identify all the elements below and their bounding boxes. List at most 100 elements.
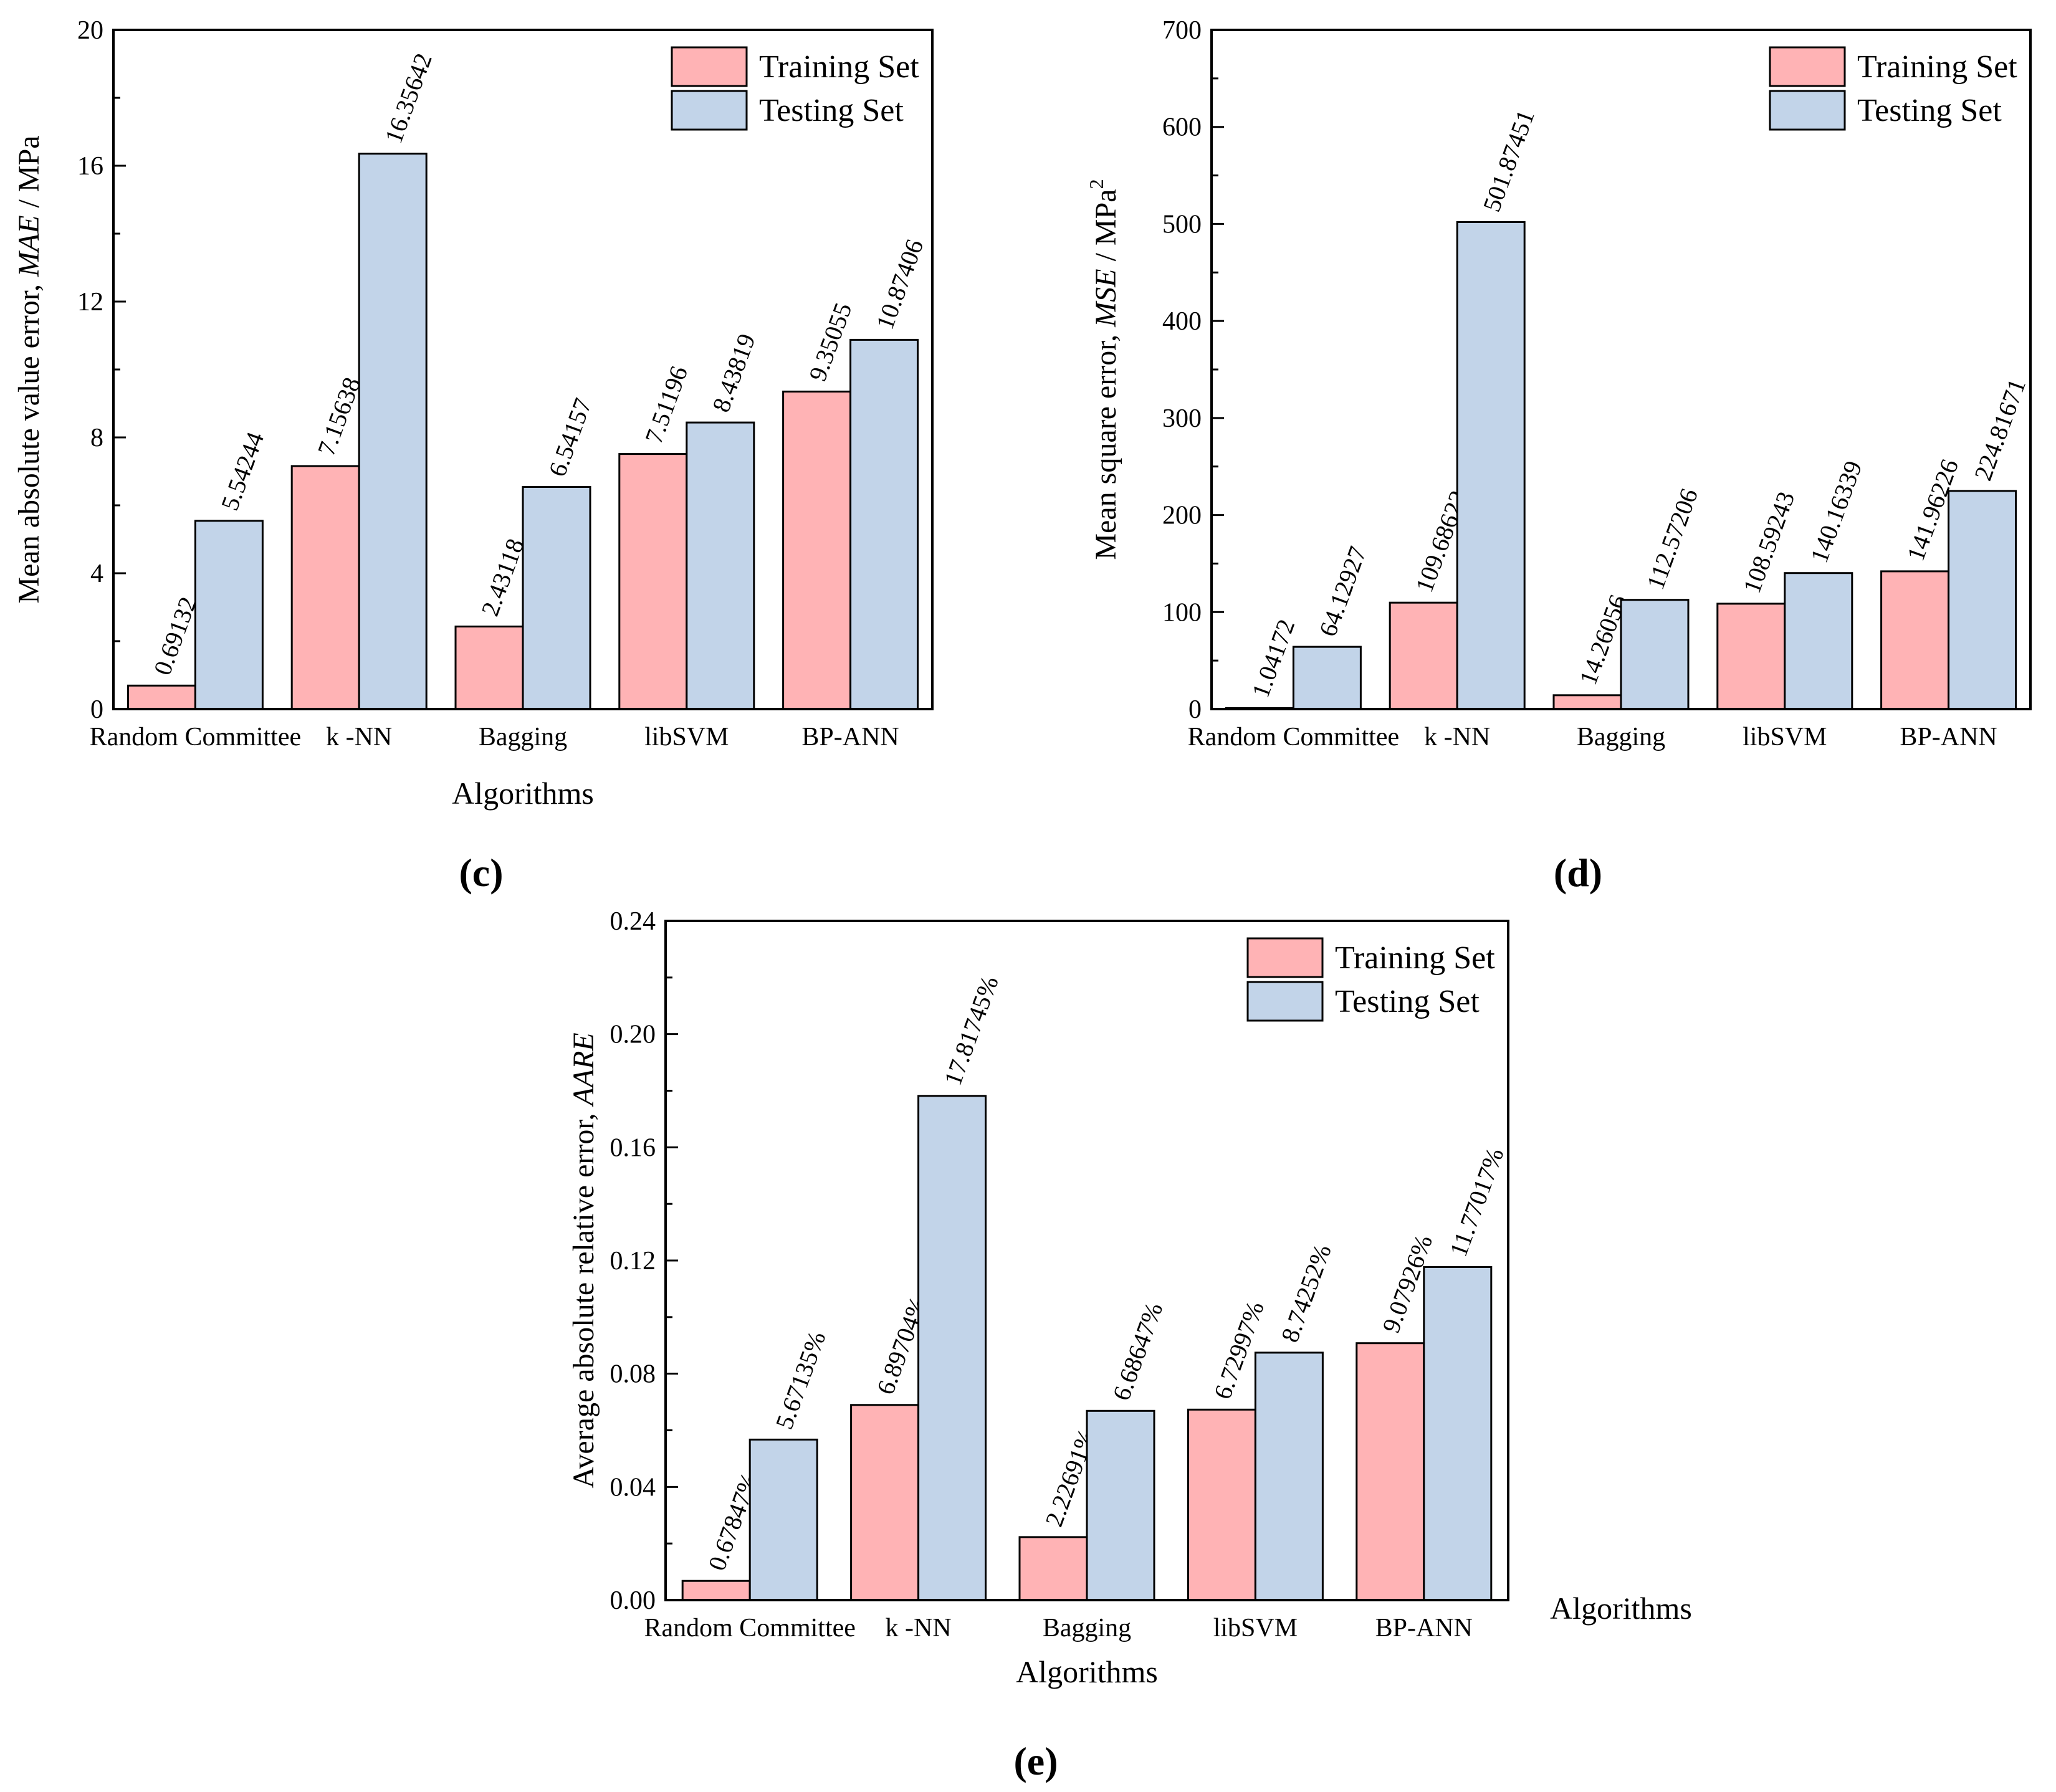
y-tick-label: 0.24 bbox=[610, 907, 656, 936]
legend-swatch-testing bbox=[1769, 90, 1846, 131]
y-tick-label: 300 bbox=[1162, 404, 1202, 433]
legend-swatch-training bbox=[1769, 46, 1846, 87]
y-tick-label: 0.04 bbox=[610, 1473, 656, 1502]
bar-training-2 bbox=[1389, 601, 1458, 710]
legend-label-testing: Testing Set bbox=[759, 93, 904, 128]
data-label: 6.54157 bbox=[543, 394, 597, 480]
bar-training-5 bbox=[1880, 570, 1950, 710]
bar-training-4 bbox=[1716, 603, 1786, 710]
bar-testing-4 bbox=[1784, 572, 1853, 710]
legend-swatch-training bbox=[671, 46, 748, 87]
data-label: 140.16339 bbox=[1805, 457, 1867, 566]
bar-training-2 bbox=[290, 465, 360, 710]
y-tick-label: 700 bbox=[1162, 16, 1202, 45]
legend-swatch-training bbox=[1246, 937, 1324, 978]
y-tick-label: 0.16 bbox=[610, 1133, 656, 1162]
x-tick-label: Bagging bbox=[1577, 723, 1665, 751]
chart-e: 0.67847%6.89704%2.22691%6.72997%9.07926%… bbox=[567, 907, 1509, 1689]
bar-testing-1 bbox=[1292, 646, 1362, 710]
x-tick-label: Random Committee bbox=[90, 723, 301, 751]
data-label: 112.57206 bbox=[1641, 485, 1703, 593]
x-axis-label: Algorithms bbox=[1016, 1654, 1158, 1689]
y-tick-label: 16 bbox=[77, 152, 103, 181]
bar-testing-5 bbox=[1423, 1265, 1493, 1601]
x-tick-label: BP-ANN bbox=[801, 723, 899, 751]
y-axis-label-part: Mean square error, bbox=[1089, 327, 1122, 560]
x-tick-label: k -NN bbox=[886, 1614, 952, 1642]
bar-training-1 bbox=[681, 1580, 751, 1601]
chart-c: 0.69132 7.15638 2.43118 7.51196 9.35055 5.542… bbox=[12, 16, 934, 811]
data-label: 7.51196 bbox=[639, 363, 693, 447]
bar-training-1 bbox=[127, 684, 196, 710]
bar-testing-5 bbox=[849, 338, 919, 710]
data-label: 5.54244 bbox=[216, 428, 270, 514]
bar-training-4 bbox=[618, 453, 688, 710]
y-axis-label-unit: / MPa bbox=[12, 135, 45, 215]
data-label: 17.81745% bbox=[939, 972, 1004, 1089]
data-label: 10.87406 bbox=[871, 236, 929, 333]
y-axis-label-superscript: 2 bbox=[1085, 179, 1107, 189]
x-tick-label: k -NN bbox=[326, 723, 392, 751]
y-tick-label: 0.12 bbox=[610, 1247, 656, 1275]
bar-training-3 bbox=[1552, 694, 1622, 710]
data-label: 16.35642 bbox=[379, 49, 437, 146]
bar-testing-1 bbox=[194, 520, 264, 710]
x-tick-label: libSVM bbox=[644, 723, 729, 751]
bar-testing-3 bbox=[522, 486, 591, 710]
x-tick-label: Random Committee bbox=[1188, 723, 1399, 751]
y-axis-label: Mean square error, MSE / MPa2 bbox=[1085, 179, 1122, 560]
x-axis-label: Algorithms bbox=[452, 776, 594, 811]
legend-swatch-testing bbox=[671, 90, 748, 131]
bar-testing-5 bbox=[1948, 490, 2017, 710]
data-label: 11.77017% bbox=[1444, 1144, 1509, 1260]
bar-testing-4 bbox=[686, 421, 755, 710]
x-tick-label: Bagging bbox=[479, 723, 567, 751]
data-label: 7.15638 bbox=[312, 374, 366, 460]
data-label: 9.35055 bbox=[803, 299, 858, 385]
legend-label-training: Training Set bbox=[1335, 940, 1495, 976]
x-tick-label: libSVM bbox=[1743, 723, 1827, 751]
data-label: 64.12927 bbox=[1314, 543, 1372, 640]
data-label: 0.69132 bbox=[148, 593, 203, 679]
bar-training-5 bbox=[1356, 1342, 1425, 1601]
data-label: 5.67135% bbox=[770, 1328, 831, 1433]
y-tick-label: 0.00 bbox=[610, 1586, 656, 1615]
x-tick-label: BP-ANN bbox=[1375, 1614, 1473, 1642]
legend-label-testing: Testing Set bbox=[1857, 93, 2002, 128]
data-label: 501.87451 bbox=[1477, 106, 1539, 215]
y-tick-label: 20 bbox=[77, 16, 103, 45]
y-tick-label: 8 bbox=[90, 424, 103, 452]
panel-label: (e) bbox=[1013, 1739, 1058, 1783]
bar-training-3 bbox=[454, 626, 524, 710]
y-tick-label: 200 bbox=[1162, 502, 1202, 530]
x-tick-label: Random Committee bbox=[644, 1614, 855, 1642]
y-axis-label-part: Average absolute relative error, bbox=[567, 1106, 600, 1489]
data-label: 6.68647% bbox=[1107, 1299, 1168, 1404]
y-tick-label: 0 bbox=[90, 695, 103, 724]
y-tick-label: 12 bbox=[77, 288, 103, 317]
y-axis-label-part: Mean absolute value error, bbox=[12, 277, 45, 604]
panel-label: (d) bbox=[1554, 851, 1602, 895]
bar-testing-1 bbox=[748, 1438, 818, 1601]
bar-testing-3 bbox=[1086, 1409, 1155, 1601]
y-tick-label: 0.08 bbox=[610, 1360, 656, 1389]
data-label: 2.43118 bbox=[476, 535, 529, 619]
y-axis-label-symbol: MAE bbox=[12, 215, 45, 277]
data-label: 8.74252% bbox=[1276, 1241, 1337, 1346]
y-axis-label-unit: / MPa bbox=[1089, 189, 1122, 269]
legend-label-training: Training Set bbox=[1857, 49, 2017, 85]
x-tick-label: k -NN bbox=[1424, 723, 1490, 751]
y-axis-label: Mean absolute value error, MAE / MPa bbox=[12, 135, 45, 603]
x-tick-label: Bagging bbox=[1043, 1614, 1131, 1642]
bar-training-2 bbox=[850, 1404, 920, 1601]
panel-label: (c) bbox=[459, 851, 503, 895]
x-axis-label: Algorithms bbox=[1550, 1591, 1692, 1626]
bar-testing-2 bbox=[358, 153, 428, 710]
data-label: 1.04172 bbox=[1246, 616, 1301, 702]
y-tick-label: 0 bbox=[1188, 695, 1202, 724]
x-tick-label: BP-ANN bbox=[1900, 723, 1997, 751]
x-tick-label: libSVM bbox=[1213, 1614, 1298, 1642]
y-tick-label: 600 bbox=[1162, 113, 1202, 142]
legend-swatch-testing bbox=[1246, 981, 1324, 1022]
